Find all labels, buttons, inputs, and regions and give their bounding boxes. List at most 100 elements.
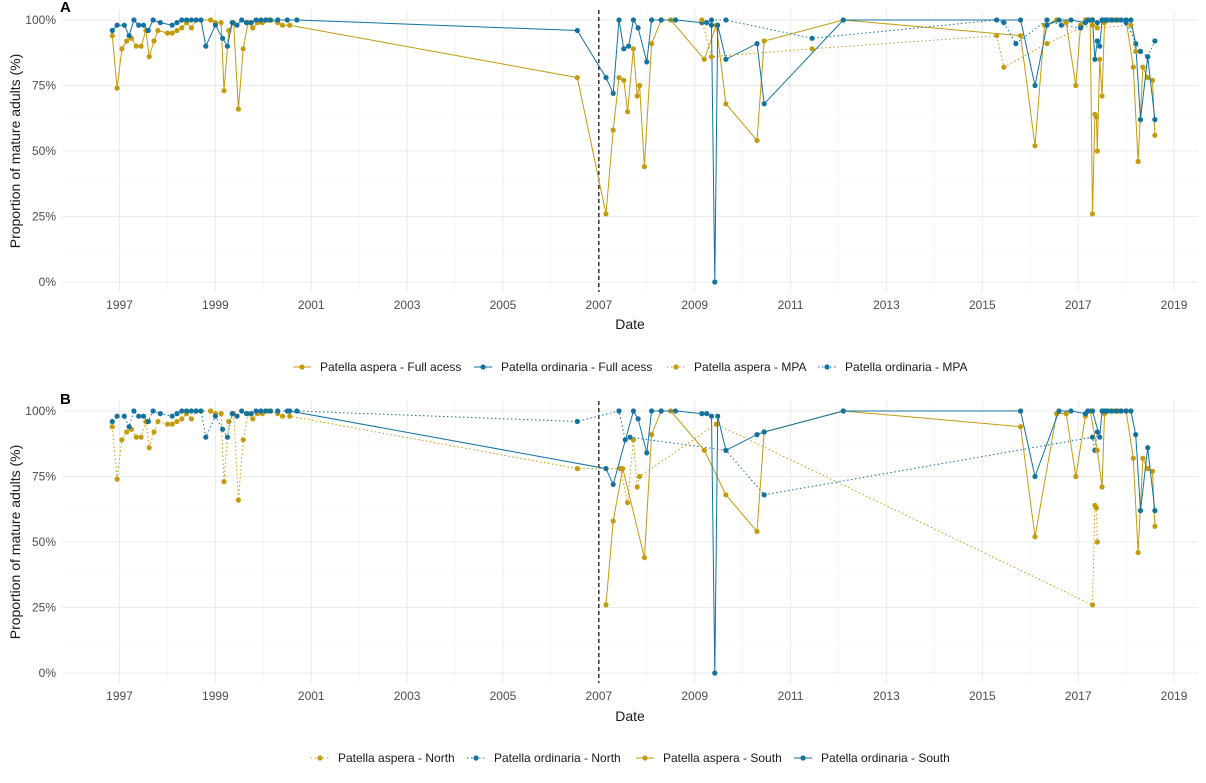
data-point (267, 17, 274, 23)
data-point (248, 411, 254, 417)
data-point (708, 22, 715, 28)
data-point (1118, 408, 1124, 414)
data-point (630, 46, 637, 52)
data-point (634, 93, 640, 99)
data-point (1018, 17, 1024, 23)
legend-key-point (299, 364, 305, 370)
data-point (258, 17, 264, 23)
data-point (1137, 48, 1144, 55)
data-point (126, 424, 132, 430)
data-point (224, 434, 230, 440)
data-point (994, 17, 1000, 23)
data-point (1133, 432, 1139, 438)
data-point (184, 17, 190, 23)
data-point (1063, 20, 1069, 26)
data-point (840, 408, 846, 414)
legend-key-point (673, 364, 679, 370)
series-line (111, 410, 1098, 606)
x-axis-title: Date (615, 708, 645, 724)
data-point (1085, 17, 1091, 23)
data-point (294, 17, 300, 23)
data-point (1145, 445, 1151, 451)
data-point (754, 41, 760, 47)
x-tick-label: 2005 (490, 298, 517, 312)
data-point (1044, 41, 1050, 47)
data-point (124, 38, 130, 44)
data-point (1073, 82, 1079, 89)
data-point (169, 413, 175, 419)
data-point (1152, 38, 1158, 44)
data-point (1013, 41, 1019, 47)
legend-item: Patella aspera - South (636, 751, 782, 765)
panel-tag: B (60, 391, 71, 408)
data-point (240, 46, 246, 52)
legend-label: Patella ordinaria - South (821, 751, 950, 765)
data-point (109, 33, 115, 39)
data-point (1094, 20, 1100, 26)
data-point (1032, 82, 1038, 89)
data-point (708, 413, 715, 419)
x-tick-label: 2017 (1065, 689, 1092, 703)
data-point (1068, 17, 1074, 23)
data-point (243, 20, 250, 26)
data-point (1137, 117, 1144, 123)
data-point (627, 434, 633, 440)
data-point (138, 43, 144, 49)
panel-b: 0% 25% 50% 75% 100% 1997 1999 2001 2003 2005 2007 2… (7, 391, 1198, 765)
data-point (157, 411, 163, 417)
y-tick-label: 25% (32, 210, 56, 224)
data-point (248, 20, 254, 26)
legend-key-point (800, 755, 806, 761)
data-point (574, 466, 580, 472)
series-patella-ordinaria-north (109, 408, 1100, 498)
data-point (1056, 408, 1062, 414)
x-tick-label: 2007 (585, 298, 612, 312)
legend-item: Patella ordinaria - South (794, 751, 950, 765)
data-point (630, 17, 637, 23)
data-point (723, 101, 729, 107)
x-tick-label: 1999 (202, 298, 229, 312)
data-point (145, 27, 151, 34)
data-point (1089, 602, 1096, 608)
data-point (151, 429, 157, 435)
data-point (150, 17, 156, 23)
legend-label: Patella ordinaria - North (494, 751, 621, 765)
data-point (1093, 114, 1099, 120)
data-point (626, 43, 632, 49)
data-point (616, 408, 622, 414)
data-point (267, 408, 274, 414)
data-point (1137, 508, 1144, 514)
data-point (649, 41, 655, 47)
data-point (208, 17, 214, 23)
x-tick-label: 1999 (202, 689, 229, 703)
data-point (1152, 523, 1158, 529)
data-point (1128, 17, 1134, 23)
series-patella-ordinaria-mpa (708, 17, 1158, 60)
data-point (1089, 17, 1096, 23)
data-point (169, 421, 175, 427)
data-point (287, 22, 293, 28)
x-tick-label: 2001 (298, 689, 325, 703)
data-point (641, 555, 648, 561)
data-point (1109, 408, 1115, 414)
data-point (164, 30, 171, 36)
x-tick-label: 2003 (394, 689, 421, 703)
data-point (1089, 434, 1096, 440)
data-point (174, 418, 180, 425)
x-tick-label: 1997 (106, 298, 133, 312)
x-tick-label: 2011 (778, 689, 804, 703)
data-point (284, 17, 290, 23)
data-point (1145, 54, 1151, 60)
legend: Patella aspera - Full acess Patella ordin… (293, 360, 968, 374)
data-point (1097, 56, 1103, 62)
data-point (701, 447, 707, 453)
data-point (1032, 534, 1038, 540)
data-point (1094, 25, 1100, 31)
data-point (1128, 408, 1134, 414)
data-point (699, 17, 705, 23)
data-point (221, 88, 227, 94)
data-point (287, 408, 293, 414)
data-point (179, 416, 185, 422)
data-point (1018, 33, 1024, 39)
data-point (136, 413, 142, 419)
